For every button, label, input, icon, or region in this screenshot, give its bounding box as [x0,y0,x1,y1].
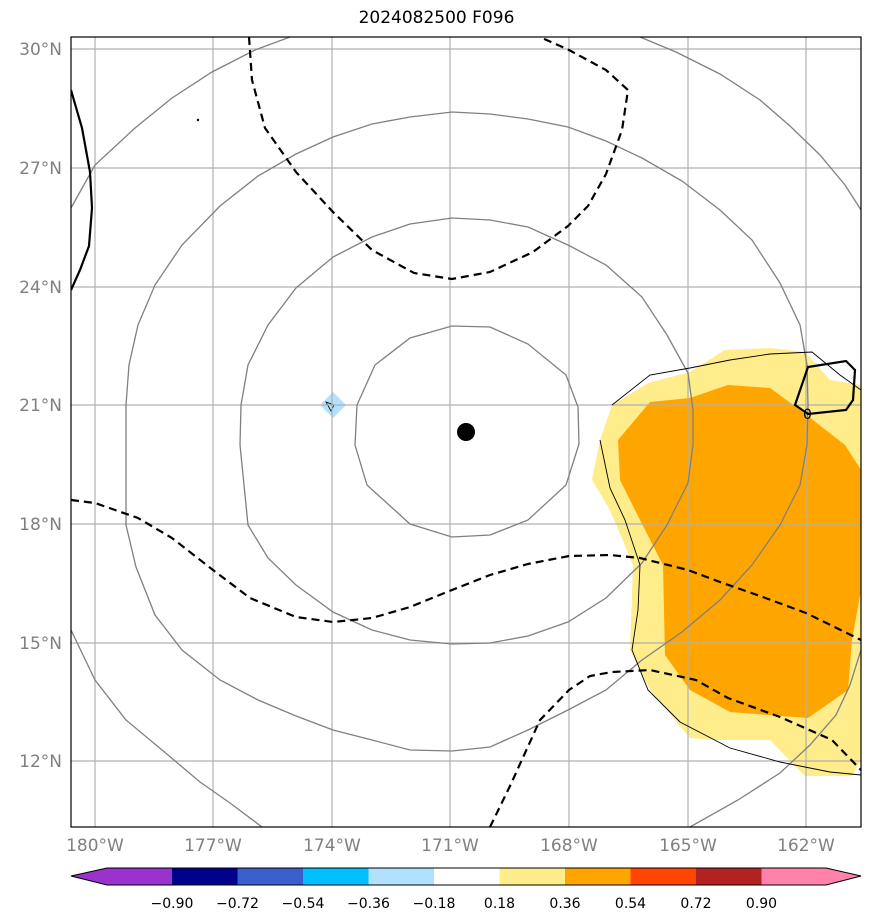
map-frame [70,36,862,828]
contour-label: 0 [803,407,812,423]
lon-tick: 171°W [421,836,479,856]
colorbar-label: −0.36 [347,896,390,912]
colorbar-segment [434,868,500,885]
colorbar-segment [303,868,369,885]
colorbar-label: 0.54 [615,896,646,912]
lat-tick: 12°N [19,752,62,772]
lat-tick: 18°N [19,515,62,535]
lon-tick-labels: 180°W 177°W 174°W 171°W 168°W 165°W 162°… [66,836,835,856]
colorbar-segment [172,868,238,885]
lon-tick: 180°W [66,836,124,856]
dashed-contours [71,37,861,827]
lon-tick: 168°W [540,836,598,856]
small-dot [196,118,200,122]
colorbar-label: 0.90 [746,896,777,912]
lon-tick: 162°W [777,836,835,856]
colorbar-label: −0.54 [282,896,325,912]
lon-tick: 165°W [659,836,717,856]
lat-tick: 21°N [19,396,62,416]
colorbar-segment [630,868,696,885]
colorbar-label: 0.18 [484,896,515,912]
colorbar-segment [71,868,172,885]
colorbar-segment [565,868,631,885]
colorbar-label: 0.36 [549,896,580,912]
colorbar-label: −0.18 [413,896,456,912]
lat-tick: 15°N [19,634,62,654]
map-area: 0 [71,37,861,827]
gridlines [71,37,861,827]
lat-tick: 24°N [19,278,62,298]
colorbar-segment [368,868,434,885]
colorbar-label: −0.72 [216,896,259,912]
colorbar-segment [237,868,303,885]
lat-tick-labels: 30°N 27°N 24°N 21°N 18°N 15°N 12°N [19,40,62,772]
colorbar-segment [499,868,565,885]
colorbar-outline [70,867,862,886]
colorbar: −0.90 −0.72 −0.54 −0.36 −0.18 0.18 0.36 … [70,867,862,912]
colorbar-label: −0.90 [151,896,194,912]
storm-center-marker [457,423,475,441]
colorbar-segment [696,868,762,885]
thin-contour [599,351,861,776]
colorbar-segment [761,868,861,885]
map-title: 2024082500 F096 [358,8,515,28]
gray-contours [71,37,861,827]
colorbar-label: 0.72 [680,896,711,912]
lon-tick: 177°W [184,836,242,856]
lon-tick: 174°W [303,836,361,856]
solid-contours [71,89,857,416]
lat-tick: 30°N [19,40,62,60]
lat-tick: 27°N [19,159,62,179]
